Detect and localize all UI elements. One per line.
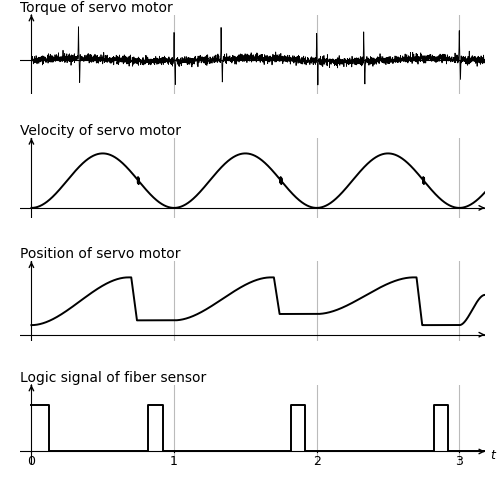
Text: 3: 3 [456, 455, 464, 468]
Text: Torque of servo motor: Torque of servo motor [20, 1, 173, 15]
Text: Logic signal of fiber sensor: Logic signal of fiber sensor [20, 371, 206, 385]
Text: 2: 2 [312, 455, 320, 468]
Text: Position of servo motor: Position of servo motor [20, 247, 180, 261]
Text: 0: 0 [28, 455, 36, 468]
Text: t [s]: t [s] [490, 448, 500, 461]
Text: Velocity of servo motor: Velocity of servo motor [20, 124, 181, 138]
Text: 1: 1 [170, 455, 178, 468]
